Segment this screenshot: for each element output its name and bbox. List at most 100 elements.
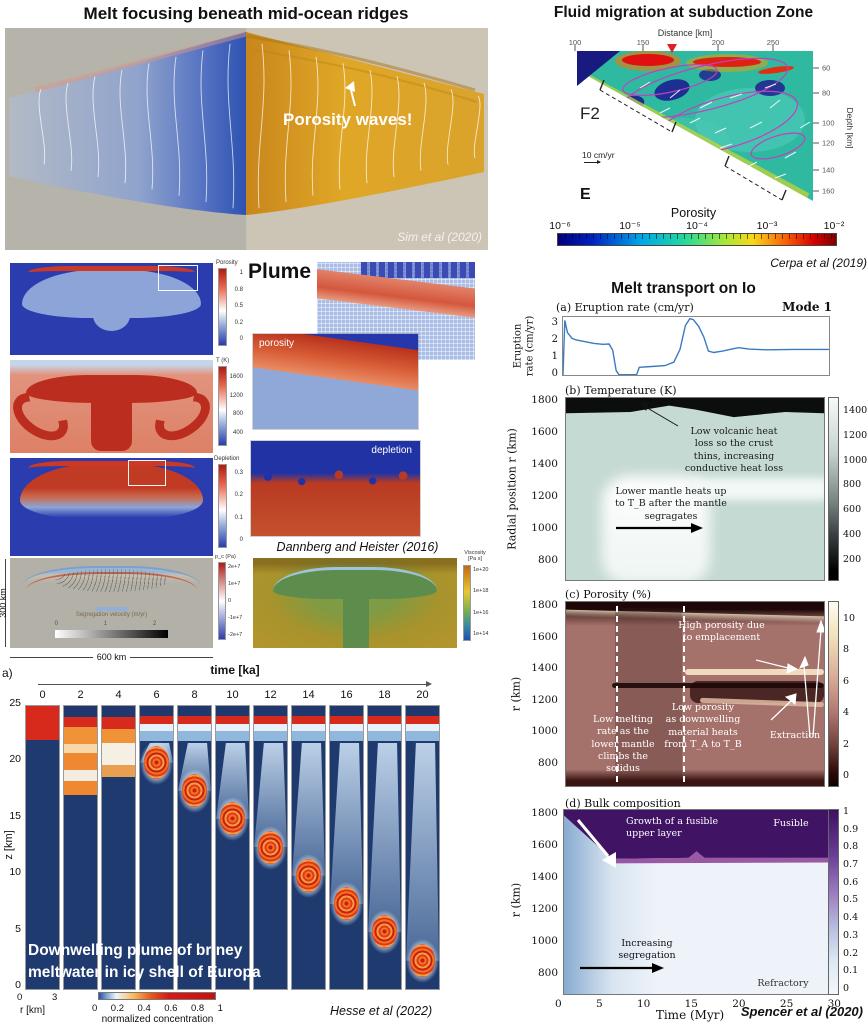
- crust-band: [102, 706, 135, 718]
- crust-band: [254, 706, 287, 716]
- europa-column-t20: [405, 705, 440, 990]
- colorbar-tick: 1e+14: [473, 630, 489, 637]
- time-tick: 2: [77, 689, 84, 701]
- plume-halo: [368, 910, 401, 955]
- europa-column-t8: [177, 705, 212, 990]
- bulk-composition-heatmap: Growth of a fusible upper layer Fusible …: [563, 809, 830, 995]
- segregation-annotation: Increasing segregation: [618, 938, 676, 962]
- crust-band: [140, 706, 173, 716]
- brine-plume-blob: [372, 915, 397, 949]
- arrow-head-icon: [345, 81, 355, 92]
- colorbar-tick: 2: [152, 621, 157, 627]
- high-porosity-annotation: High porosity due to emplacement: [678, 620, 765, 644]
- concentration-colorbar-ticks: 0 0.2 0.4 0.6 0.8 1: [92, 1003, 223, 1014]
- crust-band: [64, 717, 97, 728]
- europa-column-t18: [367, 705, 402, 990]
- crust-band: [330, 724, 363, 732]
- colorbar-tick: 0.5: [843, 894, 859, 906]
- crust-band: [330, 731, 363, 742]
- width-scale: 600 km: [10, 652, 214, 662]
- x-tick: 5: [595, 998, 603, 1010]
- bulk-y-axis-label: r (km): [509, 882, 523, 918]
- temperature-colorbar: [218, 366, 227, 446]
- z-tick: 5: [15, 922, 21, 935]
- bulk-y-ticks: 1800 1600 1400 1200 1000 800: [524, 807, 558, 979]
- crust-band: [178, 715, 211, 725]
- y-tick: 1600: [531, 839, 558, 851]
- crust-band: [64, 727, 97, 745]
- y-tick: 1000: [531, 522, 558, 534]
- colorbar-tick: 2e+7: [228, 564, 241, 570]
- europa-column-t0: [25, 705, 60, 990]
- io-title: Melt transport on Io: [611, 280, 756, 297]
- colorbar-tick: 0.4: [843, 912, 859, 924]
- plume-halo: [292, 853, 325, 898]
- pc-colorbar: [218, 562, 226, 640]
- cerpa-y-axis-label: Depth [km]: [845, 107, 855, 149]
- y-tick: 1800: [531, 599, 558, 611]
- crust-band: [64, 769, 97, 781]
- segregation-colorbar: [54, 630, 169, 639]
- plume-stem: [93, 299, 130, 332]
- plume-citation: Dannberg and Heister (2016): [276, 540, 439, 554]
- low-porosity-annotation: Low porosity as downwelling material hea…: [664, 702, 742, 751]
- crust-band: [216, 715, 249, 725]
- brine-plume-blob: [410, 943, 435, 977]
- colorbar-tick: 0.6: [164, 1003, 178, 1014]
- colorbar-tick: 0: [92, 1003, 98, 1014]
- colorbar-tick: 0.1: [843, 965, 859, 977]
- colorbar-tick: 1200: [229, 392, 243, 399]
- crust-band: [178, 706, 211, 716]
- io-panel-d-label: (d) Bulk composition: [565, 797, 681, 810]
- arrow-right-icon: [426, 681, 432, 687]
- crust-band: [102, 717, 135, 729]
- europa-citation: Hesse et al (2022): [330, 1004, 433, 1018]
- scale-line: [10, 656, 93, 658]
- time-tick: 6: [153, 689, 160, 701]
- europa-caption: Downwelling plume of briney meltwater in…: [28, 942, 261, 982]
- crust-band: [178, 724, 211, 732]
- cerpa-corner: [577, 51, 620, 86]
- zoom-box: [158, 265, 198, 291]
- europa-time-axis-label: time [ka]: [210, 663, 260, 677]
- colorbar-tick: 0.7: [843, 859, 859, 871]
- crust-band: [292, 724, 325, 732]
- sim-melt-band: [34, 31, 247, 93]
- europa-column-t6: [139, 705, 174, 990]
- time-tick: 8: [191, 689, 198, 701]
- plume-halo: [140, 740, 173, 785]
- y-tick: 0: [551, 368, 558, 379]
- colorbar-tick: -1e+7: [228, 614, 243, 621]
- colorbar-tick: 1e+7: [228, 580, 241, 587]
- cerpa-wedge: [577, 51, 813, 201]
- crust-band: [102, 728, 135, 743]
- cerpa-y-tick: 160: [822, 186, 835, 196]
- brine-plume-blob: [296, 858, 321, 892]
- plume-halo: [254, 825, 287, 870]
- crust-band: [406, 724, 439, 732]
- temperature-heatmap: Low volcanic heat loss so the crust thin…: [565, 397, 825, 581]
- bottom-shade: [566, 602, 824, 786]
- y-tick: 1600: [531, 630, 558, 643]
- concentration-colorbar: [98, 992, 216, 1000]
- hot-band: [689, 478, 824, 500]
- europa-column-t14: [291, 705, 326, 990]
- y-tick: 2: [551, 334, 558, 345]
- plume-temperature-panel: [10, 360, 213, 453]
- porosity-y-axis-label: r (km): [509, 676, 523, 712]
- crust-band: [330, 715, 363, 725]
- europa-z-ticks: 25 20 15 10 5 0: [0, 697, 21, 991]
- colorbar-tick: 1: [843, 806, 850, 817]
- sim-citation: Sim et al (2020): [397, 230, 482, 244]
- colorbar-tick: 0.8: [190, 1003, 205, 1014]
- europa-column-t12: [253, 705, 288, 990]
- colorbar-title: Depletion: [214, 456, 240, 462]
- y-tick: 1000: [531, 725, 558, 738]
- melting-rate-annotation: Low melting rate as the lower mantle cli…: [591, 714, 655, 775]
- eruption-rate-plot: [562, 316, 830, 376]
- colorbar-tick: 0.2: [110, 1003, 125, 1014]
- instability-swirls: [251, 467, 420, 485]
- colorbar-tick: 1e+16: [473, 609, 489, 616]
- viscosity-colorbar: [463, 565, 471, 641]
- crust-band: [254, 715, 287, 725]
